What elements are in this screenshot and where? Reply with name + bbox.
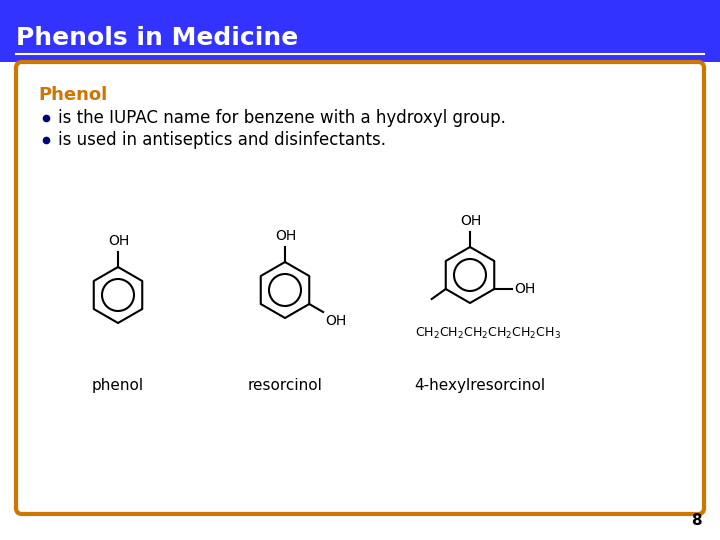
Text: 8: 8 [691,513,702,528]
Text: Phenols in Medicine: Phenols in Medicine [16,26,298,50]
Text: OH: OH [325,314,346,328]
Text: phenol: phenol [92,378,144,393]
Text: OH: OH [514,282,536,296]
Text: 4-hexylresorcinol: 4-hexylresorcinol [415,378,546,393]
Text: OH: OH [108,234,130,248]
Text: CH$_2$CH$_2$CH$_2$CH$_2$CH$_2$CH$_3$: CH$_2$CH$_2$CH$_2$CH$_2$CH$_2$CH$_3$ [415,326,561,341]
Text: is the IUPAC name for benzene with a hydroxyl group.: is the IUPAC name for benzene with a hyd… [58,109,506,127]
FancyBboxPatch shape [0,0,720,62]
Text: OH: OH [275,229,296,243]
Text: is used in antiseptics and disinfectants.: is used in antiseptics and disinfectants… [58,131,386,149]
Text: OH: OH [460,214,481,228]
FancyBboxPatch shape [16,62,704,514]
Text: resorcinol: resorcinol [248,378,323,393]
Text: Phenol: Phenol [38,86,107,104]
